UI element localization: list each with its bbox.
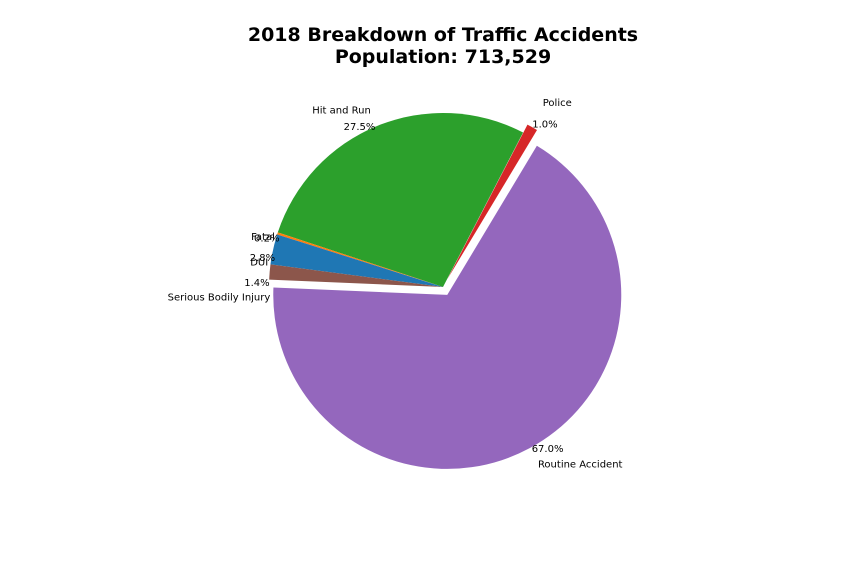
label-serious-bodily-injury: Serious Bodily Injury xyxy=(168,292,271,303)
pct-label-routine-accident: 67.0% xyxy=(532,444,564,455)
label-hit-and-run: Hit and Run xyxy=(312,106,371,117)
pie-slices xyxy=(269,112,622,469)
slice-serious-bodily-injury xyxy=(269,264,443,287)
label-police: Police xyxy=(543,98,572,109)
slice-hit-and-run xyxy=(277,112,524,287)
pct-label-police: 1.0% xyxy=(532,119,557,130)
label-dui: DUI xyxy=(250,257,268,268)
label-routine-accident: Routine Accident xyxy=(538,459,623,470)
slice-fatal xyxy=(277,232,443,287)
label-fatal: Fatal xyxy=(251,232,275,243)
slice-routine-accident xyxy=(273,145,622,469)
pct-label-hit-and-run: 27.5% xyxy=(344,122,376,133)
pct-label-dui: 2.8% xyxy=(250,253,275,264)
chart-title: 2018 Breakdown of Traffic Accidents xyxy=(248,24,638,46)
pct-label-fatal: 0.2% xyxy=(254,233,279,244)
pct-label-serious-bodily-injury: 1.4% xyxy=(244,278,269,289)
slice-police xyxy=(447,124,538,280)
chart-subtitle: Population: 713,529 xyxy=(335,46,551,68)
slice-dui xyxy=(270,234,443,287)
